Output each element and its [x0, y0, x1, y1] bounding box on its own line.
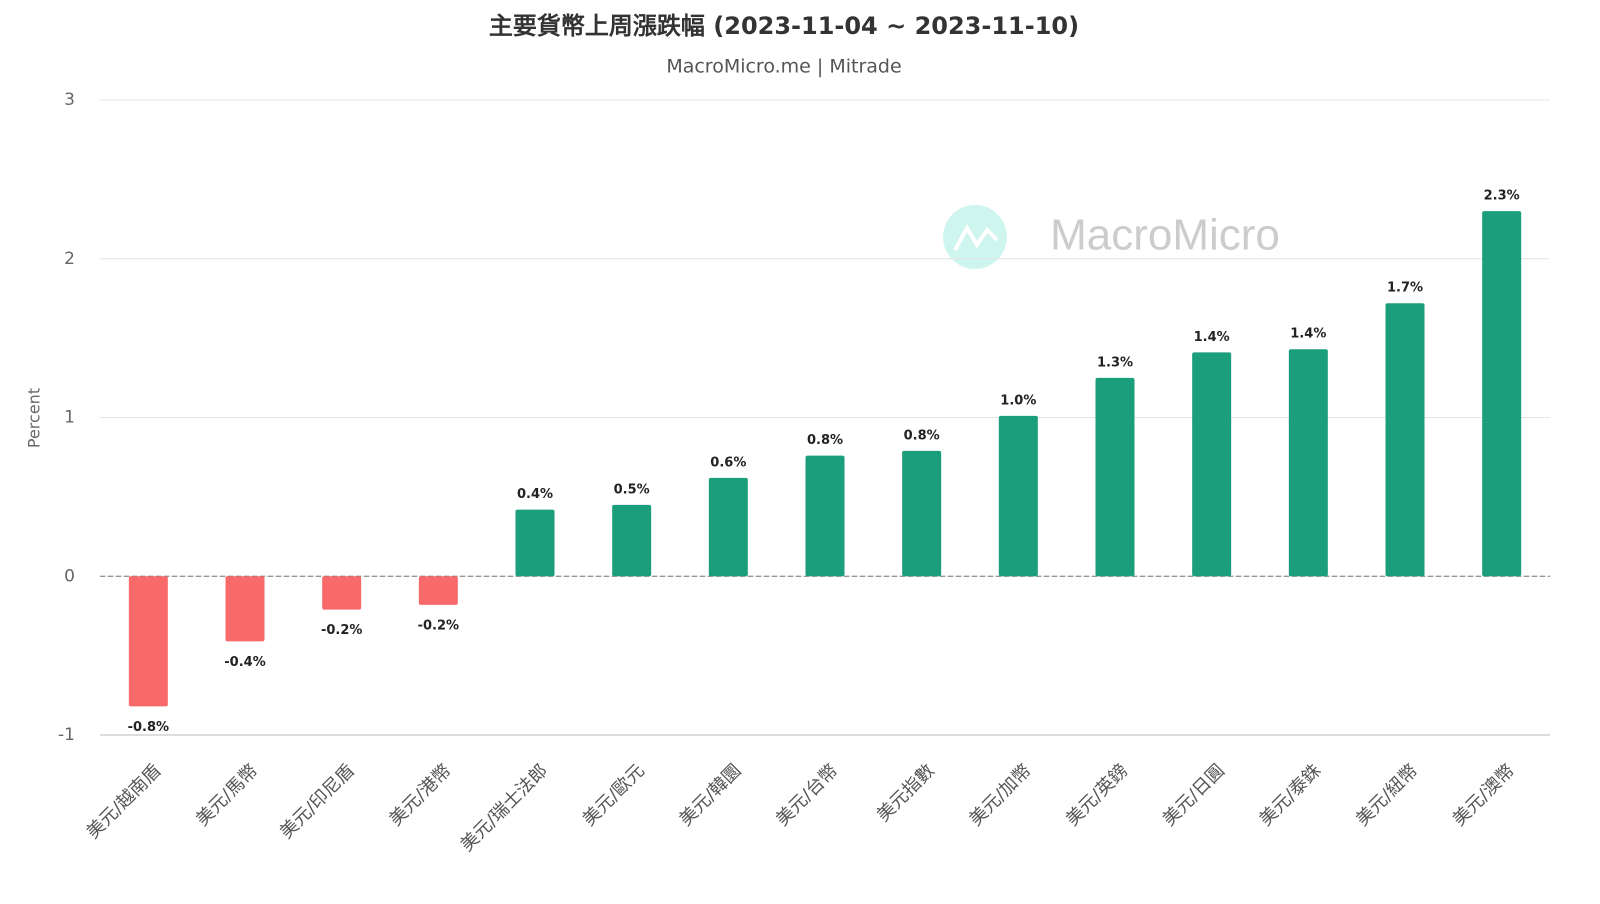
bar	[1192, 352, 1232, 577]
x-tick-label: 美元/瑞士法郎	[457, 760, 553, 856]
bar	[128, 576, 168, 707]
data-label: 1.0%	[1000, 393, 1036, 408]
data-label: -0.2%	[418, 618, 459, 633]
chart-title: 主要貨幣上周漲跌幅 (2023-11-04 ~ 2023-11-10)	[489, 12, 1079, 40]
bar	[1288, 349, 1328, 577]
x-tick-label: 美元指數	[873, 760, 939, 826]
y-tick-label: 0	[64, 566, 75, 586]
x-tick-label: 美元/港幣	[385, 760, 455, 830]
data-label: -0.2%	[321, 623, 362, 638]
y-tick-label: 3	[64, 90, 75, 110]
data-label: 0.4%	[517, 487, 553, 502]
x-tick-label: 美元/印尼盾	[276, 760, 359, 843]
bar	[225, 576, 265, 642]
bar	[1095, 377, 1135, 577]
bar	[708, 477, 748, 577]
bar	[1482, 211, 1522, 577]
bar	[805, 455, 845, 577]
data-label: 0.8%	[807, 433, 843, 448]
y-tick-label: -1	[58, 725, 75, 745]
data-label: -0.4%	[224, 655, 265, 670]
chart-subtitle: MacroMicro.me | Mitrade	[666, 56, 901, 78]
logo-line	[953, 223, 999, 251]
watermark-logo	[943, 205, 1007, 269]
data-label: 0.8%	[904, 428, 940, 443]
bar	[1385, 303, 1425, 577]
x-tick-label: 美元/澳幣	[1449, 760, 1519, 830]
x-tick-label: 美元/英鎊	[1062, 760, 1132, 830]
watermark: MacroMicro	[1050, 211, 1280, 260]
x-tick-label: 美元/台幣	[772, 760, 842, 830]
x-tick-label: 美元/日圓	[1159, 760, 1229, 830]
bar	[418, 576, 458, 605]
x-tick-label: 美元/泰銖	[1255, 760, 1325, 830]
x-tick-label: 美元/加幣	[965, 760, 1035, 830]
x-tick-label: 美元/韓圜	[675, 760, 745, 830]
y-axis-title: Percent	[25, 388, 44, 448]
data-label: 1.4%	[1194, 330, 1230, 345]
data-label: 1.3%	[1097, 355, 1133, 370]
data-label: 1.4%	[1290, 327, 1326, 342]
x-tick-label: 美元/越南盾	[83, 760, 166, 843]
bar	[612, 504, 652, 577]
y-tick-label: 2	[64, 249, 75, 269]
data-label: 0.6%	[710, 455, 746, 470]
bar	[515, 509, 555, 577]
bar	[322, 576, 362, 610]
x-tick-label: 美元/馬幣	[192, 760, 262, 830]
bar	[902, 450, 942, 577]
data-label: 1.7%	[1387, 281, 1423, 296]
data-label: 0.5%	[614, 482, 650, 497]
y-tick-label: 1	[64, 408, 75, 428]
x-tick-label: 美元/歐元	[579, 760, 649, 830]
logo-circle	[943, 205, 1007, 269]
bar	[998, 415, 1038, 577]
data-label: 2.3%	[1484, 189, 1520, 204]
data-label: -0.8%	[128, 720, 169, 735]
x-tick-label: 美元/紐幣	[1352, 760, 1422, 830]
